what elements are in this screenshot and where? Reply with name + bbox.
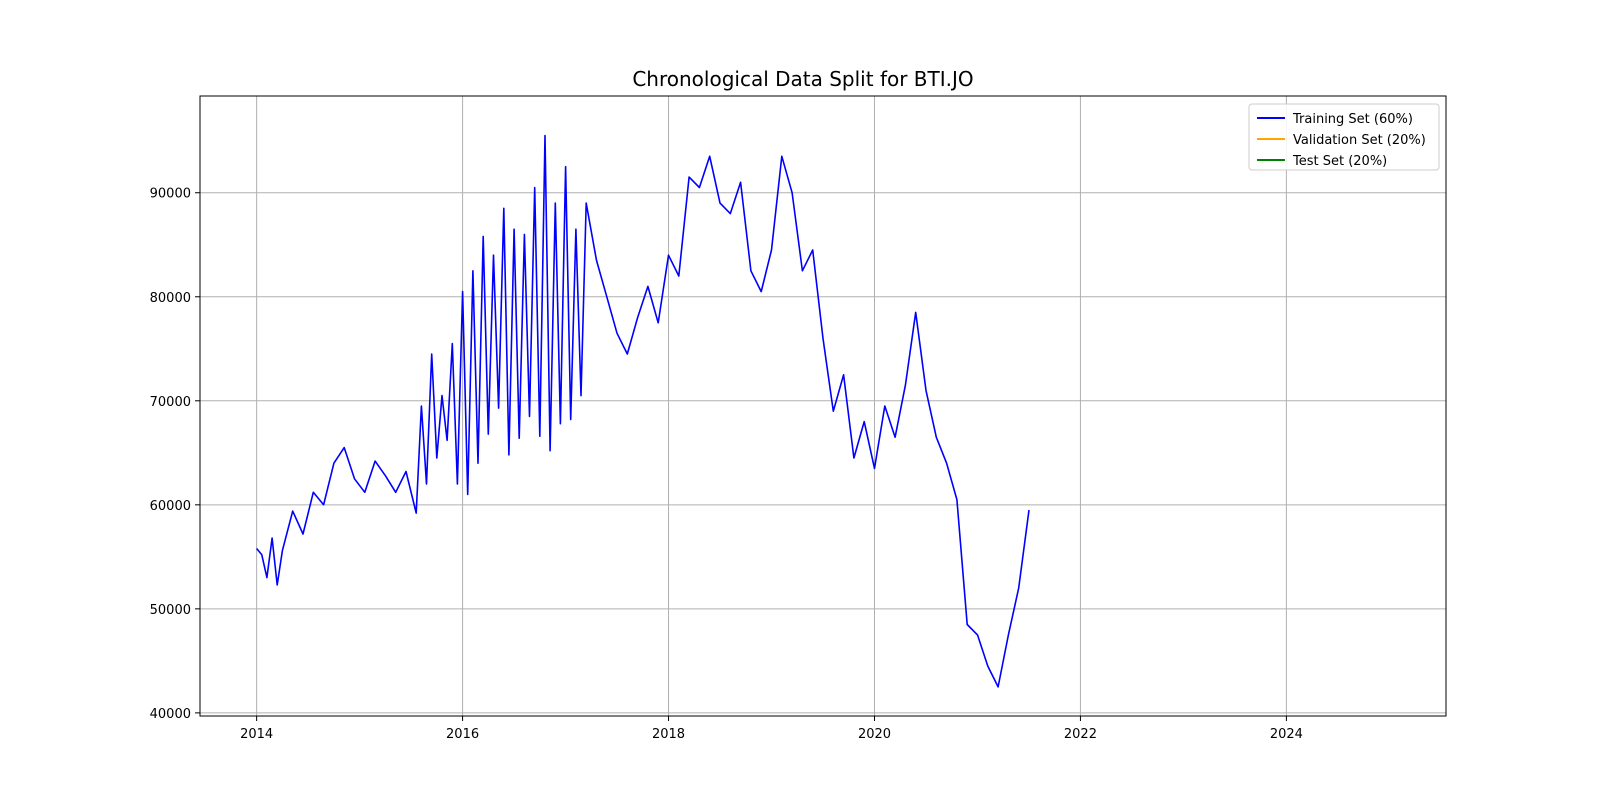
series-line-0 [255, 134, 1030, 688]
y-tick-label: 90000 [150, 187, 191, 202]
legend: Training Set (60%) Validation Set (20%) Te… [1248, 103, 1440, 171]
x-tick-label: 2024 [1270, 727, 1303, 742]
chart-title: Chronological Data Split for BTI.JO [632, 67, 973, 91]
legend-label: Validation Set (20%) [1293, 133, 1426, 148]
y-tick-label: 70000 [150, 395, 191, 410]
x-tick-label: 2022 [1064, 727, 1097, 742]
legend-label: Test Set (20%) [1292, 154, 1387, 169]
y-axis: 40000 50000 60000 70000 80000 90000 [150, 187, 200, 722]
grid [200, 96, 1446, 716]
y-tick-label: 50000 [150, 603, 191, 618]
y-tick-label: 80000 [150, 291, 191, 306]
legend-label: Training Set (60%) [1292, 112, 1413, 127]
plot-frame [199, 95, 1447, 717]
y-tick-label: 40000 [150, 707, 191, 722]
x-tick-label: 2014 [240, 727, 273, 742]
series-group [255, 134, 1030, 688]
y-tick-label: 60000 [150, 499, 191, 514]
x-axis: 2014 2016 2018 2020 2022 2024 [240, 716, 1303, 742]
x-tick-label: 2020 [858, 727, 891, 742]
x-tick-label: 2018 [652, 727, 685, 742]
legend-box [1248, 103, 1440, 171]
x-tick-label: 2016 [446, 727, 479, 742]
